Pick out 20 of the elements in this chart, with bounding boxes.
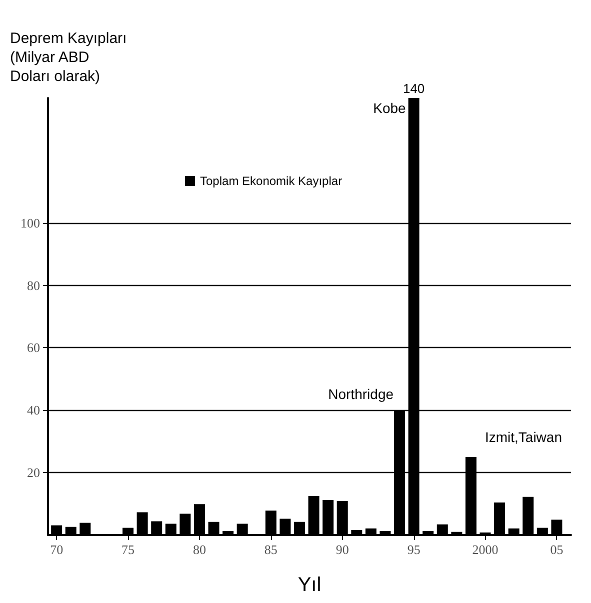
x-tick-label: 90 bbox=[336, 542, 349, 557]
x-tick-label: 85 bbox=[264, 542, 278, 557]
y-tick-label: 20 bbox=[27, 465, 40, 480]
annotation: Northridge bbox=[328, 386, 394, 402]
legend-label: Toplam Ekonomik Kayıplar bbox=[200, 174, 342, 188]
annotation: Izmit,Taiwan bbox=[484, 428, 562, 445]
x-axis-title: Yıl bbox=[298, 574, 322, 596]
y-tick-label: 100 bbox=[20, 215, 40, 230]
x-tick-label: 75 bbox=[122, 542, 135, 557]
x-tick-label: 05 bbox=[550, 542, 564, 557]
y-tick-label: 60 bbox=[27, 340, 40, 356]
x-tick-label: 95 bbox=[407, 542, 420, 557]
x-tick-label: 80 bbox=[192, 542, 206, 557]
x-tick-label: 70 bbox=[50, 542, 64, 557]
annotation: Kobe bbox=[373, 100, 406, 116]
y-tick-label: 40 bbox=[27, 402, 40, 418]
y-axis-title: Deprem Kayıpları (Milyar ABD Doları olarak) bbox=[10, 30, 127, 85]
x-tick-label: 2000 bbox=[472, 542, 498, 557]
data-label: 140 bbox=[402, 81, 425, 96]
y-tick-label: 80 bbox=[27, 278, 40, 293]
